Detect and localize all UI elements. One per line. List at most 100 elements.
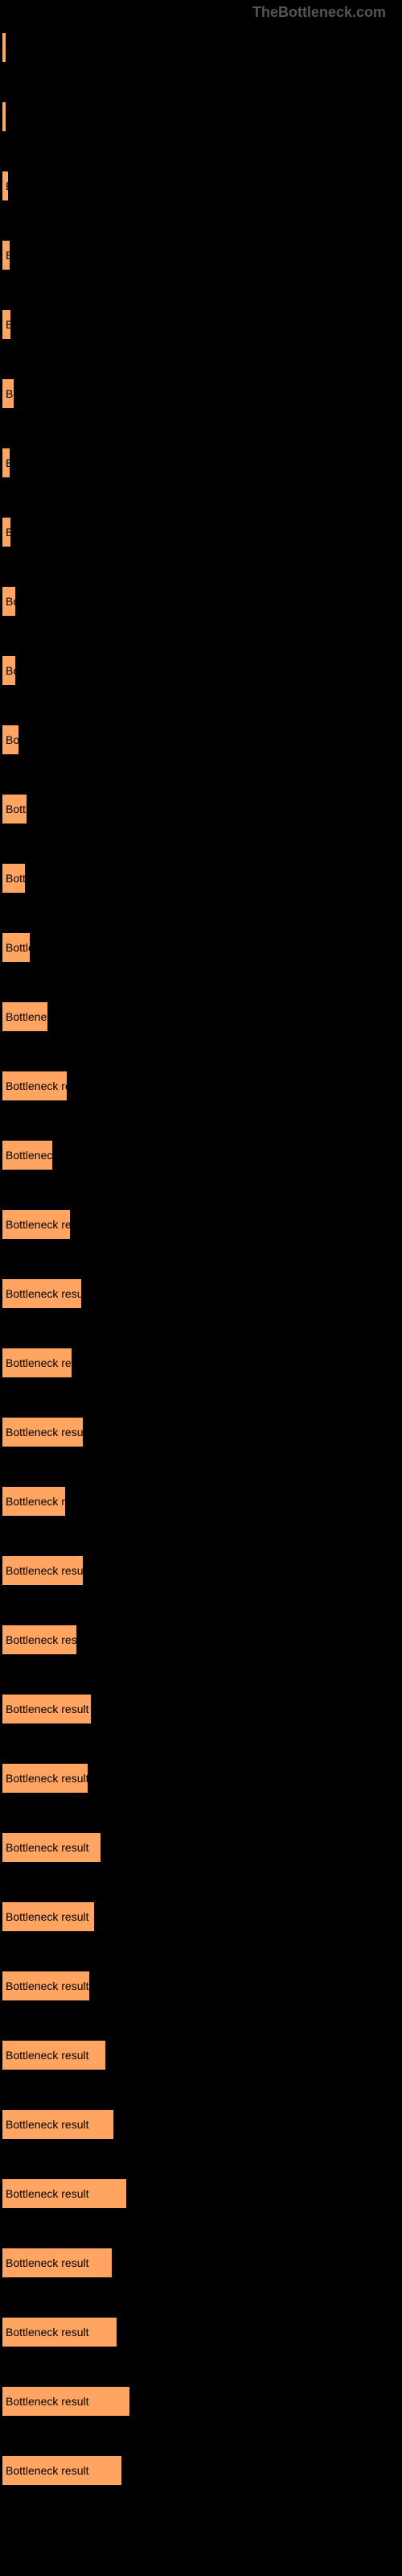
bar-label: Bottleneck result: [6, 1841, 89, 1854]
bar: B: [2, 171, 9, 201]
bar: B: [2, 309, 11, 340]
bar-label: Bottleneck result: [6, 1703, 89, 1715]
bar: Bottlenec: [2, 1001, 48, 1032]
bar-row: [2, 101, 400, 132]
bar: Bottleneck res: [2, 1071, 68, 1101]
bar: Bottleneck resu: [2, 1209, 71, 1240]
bar-label: Bottleneck result: [6, 1426, 84, 1439]
bar: B: [2, 517, 11, 547]
bar: Bottleneck result: [2, 1901, 95, 1932]
bar-row: Bottleneck result: [2, 1763, 400, 1794]
bar: Bo: [2, 378, 14, 409]
bar: Bottleneck result: [2, 2317, 117, 2347]
bar: Bottleneck result: [2, 2386, 130, 2417]
bar-row: Bottleneck result: [2, 2178, 400, 2209]
bar-label: Bottleneck result: [6, 1287, 82, 1300]
bar: Bottleneck result: [2, 1555, 84, 1586]
bar: Bottleneck result: [2, 2040, 106, 2070]
bar-label: Bottleneck result: [6, 2049, 89, 2062]
bar-row: Bottleneck result: [2, 2386, 400, 2417]
bar-label: Bottl: [6, 872, 26, 885]
bar-label: Bottleneck resu: [6, 1356, 72, 1369]
bar-row: Bottle: [2, 794, 400, 824]
bar-label: Bot: [6, 733, 19, 746]
bar: Bottleneck: [2, 1140, 53, 1170]
bar-row: B: [2, 240, 400, 270]
bar-label: B: [6, 456, 10, 469]
bar-label: Bottleneck res: [6, 1080, 68, 1092]
bar-row: Bot: [2, 724, 400, 755]
bar-row: Bottleneck: [2, 1140, 400, 1170]
bar-row: B: [2, 448, 400, 478]
bar-row: Bottleneck result: [2, 1555, 400, 1586]
bar-row: Bottleneck result: [2, 2109, 400, 2140]
bar-row: Bottleneck re: [2, 1486, 400, 1517]
bar-label: Bottleneck resu: [6, 1218, 71, 1231]
bar-row: [2, 32, 400, 63]
bar-label: Bottleneck result: [6, 2118, 89, 2131]
bar: Bottleneck re: [2, 1486, 66, 1517]
bar: Bottleneck result: [2, 1971, 90, 2001]
bar-row: Bottleneck result: [2, 1971, 400, 2001]
watermark-text: TheBottleneck.com: [252, 4, 386, 21]
bar: Bottleneck result: [2, 1832, 101, 1863]
bar-row: Bottleneck result: [2, 1694, 400, 1724]
bar-label: Bo: [6, 387, 14, 400]
bar-label: Bo: [6, 595, 16, 608]
bar: Bo: [2, 586, 16, 617]
bar-label: Bottleneck result: [6, 2464, 89, 2477]
bar-label: Bottle: [6, 941, 31, 954]
bar-row: Bottleneck result: [2, 2317, 400, 2347]
bar-row: Bottleneck result: [2, 1832, 400, 1863]
bar-row: Bottlenec: [2, 1001, 400, 1032]
bar-row: B: [2, 309, 400, 340]
bar: Bottleneck result: [2, 2109, 114, 2140]
bar-row: B: [2, 517, 400, 547]
bar: Bottleneck result: [2, 1694, 92, 1724]
bar-label: Bottleneck re: [6, 1495, 66, 1508]
bar-label: B: [6, 526, 11, 539]
bar-row: Bottl: [2, 863, 400, 894]
bar-label: Bo: [6, 664, 16, 677]
bar: Bottl: [2, 863, 26, 894]
bar-row: Bottleneck resu: [2, 1209, 400, 1240]
bar-label: Bottleneck result: [6, 2256, 89, 2269]
bar-row: Bottleneck resu: [2, 1348, 400, 1378]
bar: Bottleneck result: [2, 1417, 84, 1447]
bar: Bottleneck resu: [2, 1348, 72, 1378]
bar-label: B: [6, 249, 10, 262]
bar-label: Bottle: [6, 803, 27, 815]
bar-label: Bottleneck result: [6, 2187, 89, 2200]
bar: Bottleneck result: [2, 2178, 127, 2209]
bar: Bottleneck resul: [2, 1624, 77, 1655]
bar: B: [2, 240, 10, 270]
bar-row: Bottleneck result: [2, 1278, 400, 1309]
bar: Bot: [2, 724, 19, 755]
bar-row: Bottleneck result: [2, 2455, 400, 2486]
bar: Bottle: [2, 932, 31, 963]
bar: Bottleneck result: [2, 2248, 113, 2278]
bar-label: Bottleneck result: [6, 1979, 89, 1992]
bar-label: B: [6, 180, 9, 192]
bar: Bottleneck result: [2, 2455, 122, 2486]
bar-label: Bottleneck result: [6, 1910, 89, 1923]
bar: Bo: [2, 655, 16, 686]
bar-row: Bo: [2, 586, 400, 617]
bar-chart: B B B Bo B B Bo Bo Bot Bottle Bottl Bottle Bottlenec…: [0, 0, 402, 2541]
bar-row: Bottleneck result: [2, 2248, 400, 2278]
bar: Bottleneck result: [2, 1763, 88, 1794]
bar-row: Bottleneck result: [2, 1901, 400, 1932]
bar-label: Bottleneck: [6, 1149, 53, 1162]
bar-label: B: [6, 318, 11, 331]
bar-row: Bottleneck result: [2, 1417, 400, 1447]
bar-row: Bottleneck result: [2, 2040, 400, 2070]
bar-label: Bottlenec: [6, 1010, 48, 1023]
bar-label: Bottleneck resul: [6, 1633, 77, 1646]
bar-row: Bo: [2, 655, 400, 686]
bar-label: Bottleneck result: [6, 2395, 89, 2408]
bar: Bottle: [2, 794, 27, 824]
bar: Bottleneck result: [2, 1278, 82, 1309]
bar-row: Bo: [2, 378, 400, 409]
bar-row: Bottleneck res: [2, 1071, 400, 1101]
bar-label: Bottleneck result: [6, 1564, 84, 1577]
